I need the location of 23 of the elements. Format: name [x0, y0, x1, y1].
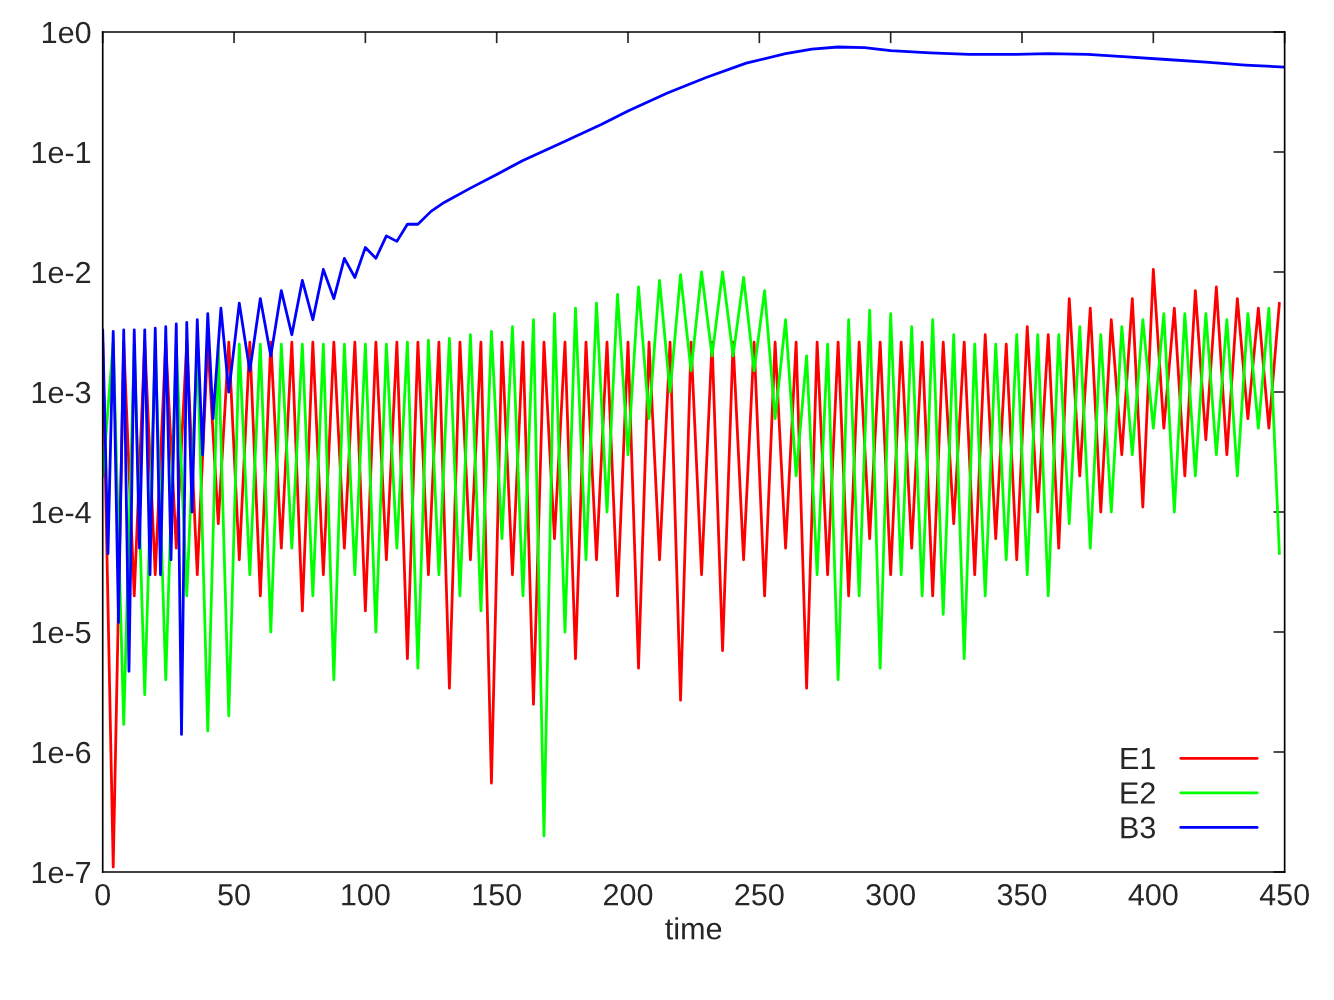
y-tick-label: 1e-6: [32, 741, 91, 764]
y-tick-label: 1e-4: [32, 502, 91, 524]
x-tick-label: 300: [866, 883, 915, 906]
y-tick-label: 1e-5: [32, 622, 91, 644]
y-tick-label: 1e-2: [32, 261, 91, 284]
y-tick-label: 1e0: [42, 21, 91, 44]
x-tick-label: 250: [735, 883, 784, 906]
x-tick-label: 400: [1128, 883, 1178, 906]
line-series: [102, 45, 1285, 736]
y-tick-label: 1e-7: [32, 862, 91, 884]
x-tick-label: 100: [342, 883, 390, 906]
x-tick-label: 350: [997, 883, 1047, 906]
legend-label: B3: [1121, 816, 1155, 839]
x-tick-label: 450: [1259, 883, 1309, 906]
x-tick-label: 50: [218, 883, 250, 906]
y-tick-label: 1e-1: [32, 142, 91, 164]
x-tick-label: 0: [95, 883, 111, 906]
x-tick-label: 200: [604, 883, 653, 906]
legend-label: E2: [1121, 782, 1155, 804]
x-axis-title: time: [665, 917, 722, 940]
y-tick-label: 1e-3: [32, 381, 91, 404]
legend-label: E1: [1121, 747, 1155, 769]
x-tick-label: 150: [473, 883, 521, 906]
